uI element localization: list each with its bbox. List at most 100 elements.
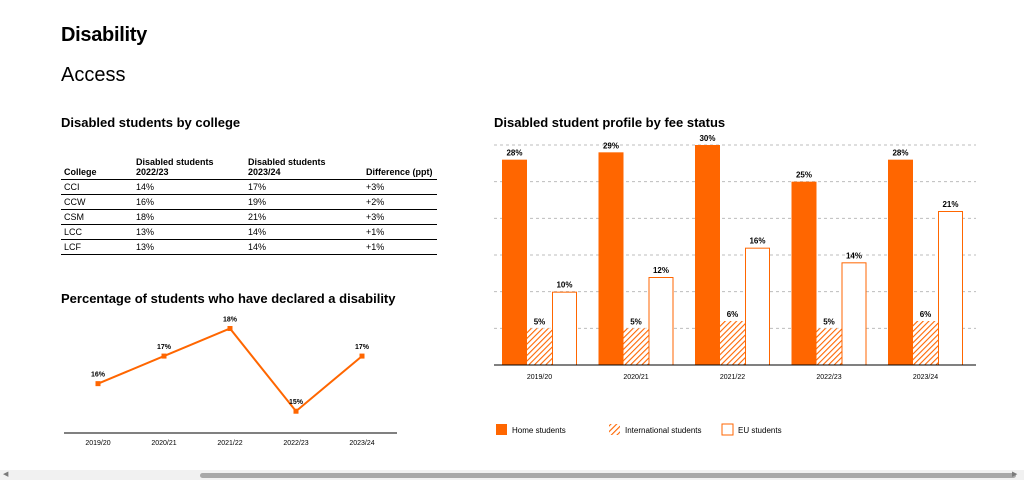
line-x-tick-label: 2022/23 [283, 440, 308, 447]
bar-data-label: 28% [506, 149, 522, 158]
table-cell: 16% [133, 194, 245, 210]
line-chart: 16% 17% 18% 15% 17% 2019/20 2020/21 2021/22 2022… [64, 317, 397, 447]
bar [552, 291, 577, 366]
bar-data-label: 25% [796, 171, 812, 180]
bar-data-label: 5% [534, 317, 546, 326]
table-header-cell: Disabled students 2022/23 [133, 157, 245, 180]
table-cell: +2% [363, 194, 437, 210]
table-cell: 13% [133, 239, 245, 255]
bar [695, 145, 720, 365]
table-cell: 17% [245, 179, 363, 195]
bar [623, 328, 649, 365]
legend-label: International students [625, 426, 702, 435]
table-header-cell: College [61, 157, 133, 180]
legend-swatch [721, 423, 734, 436]
legend-label: Home students [512, 426, 566, 435]
bar [913, 321, 938, 365]
bar [745, 247, 770, 366]
table-row: CCI 14% 17% +3% [61, 179, 437, 195]
line-series [97, 327, 363, 413]
bar-data-label: 12% [653, 266, 669, 275]
table-cell: +1% [363, 239, 437, 255]
table-cell: +3% [363, 209, 437, 225]
table-row: CSM 18% 21% +3% [61, 209, 437, 225]
bar [888, 159, 913, 365]
line-x-tick-label: 2023/24 [349, 440, 374, 447]
bar-data-label: 5% [630, 317, 642, 326]
table-header-text: College [64, 167, 97, 177]
bar [527, 328, 552, 365]
line-chart-title: Percentage of students who have declared… [61, 291, 396, 306]
legend-label: EU students [738, 426, 782, 435]
bar-chart: 28% 5% 10% 2019/20 29% 5% 12% 2020/21 30% 6% 16% 20… [494, 134, 976, 436]
line-x-tick-label: 2020/21 [151, 440, 176, 447]
table-row: LCF 13% 14% +1% [61, 239, 437, 255]
college-table: College Disabled students 2022/23 Disabled … [61, 157, 437, 255]
table-row: CCW 16% 19% +2% [61, 194, 437, 210]
bar-chart-title: Disabled student profile by fee status [494, 115, 726, 130]
bar [648, 277, 674, 366]
bar-data-label: 21% [942, 200, 958, 209]
bar [938, 211, 963, 366]
bar [841, 262, 867, 366]
bar [502, 159, 527, 365]
bar [720, 321, 745, 365]
table-cell: 18% [133, 209, 245, 225]
bar [598, 152, 624, 365]
table-row: LCC 13% 14% +1% [61, 224, 437, 240]
table-cell: 14% [133, 179, 245, 195]
legend-swatch [609, 424, 620, 435]
bar-data-label: 5% [823, 317, 835, 326]
table-header-cell: Disabled students 2023/24 [245, 157, 363, 180]
line-data-label: 17% [355, 344, 370, 351]
bar [816, 328, 842, 365]
line-data-label: 17% [157, 344, 172, 351]
table-cell: CCI [61, 179, 133, 195]
legend-swatch [496, 424, 507, 435]
table-cell: 14% [245, 239, 363, 255]
table-header-cell: Difference (ppt) [363, 157, 437, 180]
bar-data-label: 16% [749, 237, 765, 246]
line-point [95, 381, 101, 387]
bar-data-label: 6% [727, 310, 739, 319]
table-title: Disabled students by college [61, 115, 241, 130]
line-data-label: 16% [91, 372, 106, 379]
page-subtitle: Access [61, 64, 126, 86]
scrollbar-thumb[interactable] [200, 473, 1016, 478]
line-data-label: 15% [289, 399, 304, 406]
table-cell: LCF [61, 239, 133, 255]
table-header-text: 2022/23 [136, 167, 169, 177]
table-header-text: 2023/24 [248, 167, 281, 177]
line-x-tick-label: 2019/20 [85, 440, 110, 447]
bar-x-tick-label: 2020/21 [623, 374, 648, 381]
bar-x-tick-label: 2022/23 [816, 374, 841, 381]
table-cell: 14% [245, 224, 363, 240]
bar-data-label: 6% [920, 310, 932, 319]
scroll-left-arrow-icon[interactable]: ◀ [3, 471, 9, 478]
table-cell: 21% [245, 209, 363, 225]
table-cell: CCW [61, 194, 133, 210]
line-point [293, 408, 299, 414]
bar-x-tick-label: 2019/20 [527, 374, 552, 381]
bar-data-label: 29% [603, 141, 619, 150]
table-cell: LCC [61, 224, 133, 240]
bar-x-tick-label: 2023/24 [913, 374, 938, 381]
scroll-right-arrow-icon[interactable]: ▶ [1012, 471, 1018, 478]
table-cell: CSM [61, 209, 133, 225]
line-data-label: 18% [223, 317, 238, 324]
table-header-text: Disabled students [248, 157, 326, 167]
table-header-row: College Disabled students 2022/23 Disabled … [61, 157, 437, 180]
table-cell: 19% [245, 194, 363, 210]
table-header-text: Disabled students [136, 157, 214, 167]
page-title: Disability [61, 24, 147, 46]
line-point [227, 326, 233, 332]
table-cell: +1% [363, 224, 437, 240]
bar-x-tick-label: 2021/22 [720, 374, 745, 381]
bar-data-label: 10% [556, 281, 572, 290]
bar-data-label: 28% [892, 149, 908, 158]
table-cell: +3% [363, 179, 437, 195]
bar-data-label: 30% [699, 134, 715, 143]
line-x-tick-label: 2021/22 [217, 440, 242, 447]
table-cell: 13% [133, 224, 245, 240]
line-point [161, 353, 167, 359]
